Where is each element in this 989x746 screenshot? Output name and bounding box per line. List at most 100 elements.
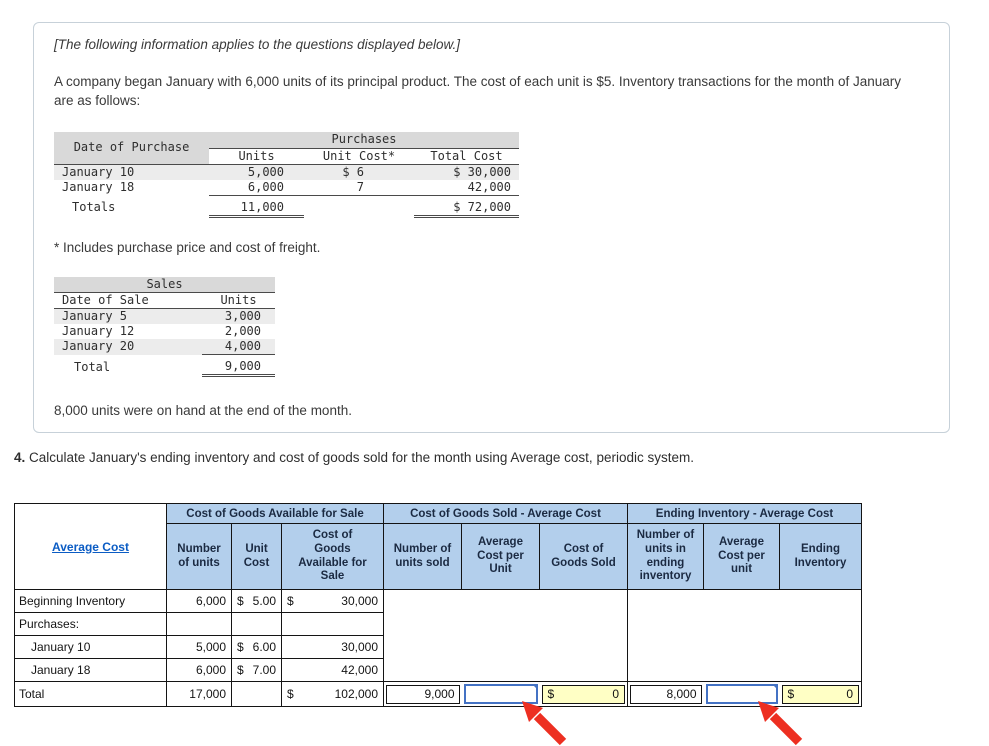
group-header-ending-inventory: Ending Inventory - Average Cost bbox=[627, 503, 862, 524]
sale-units: 3,000 bbox=[202, 308, 275, 324]
ending-inventory-cell: $0 bbox=[779, 681, 862, 707]
total-cogas: $102,000 bbox=[281, 681, 384, 707]
sales-row-jan5: January 5 3,000 bbox=[54, 308, 275, 324]
empty-cell bbox=[304, 195, 414, 216]
worksheet-table: Average Cost Cost of Goods Available for… bbox=[14, 503, 862, 707]
row-label: January 10 bbox=[14, 635, 167, 659]
beginning-unit-cost: $5.00 bbox=[231, 589, 282, 613]
purchases-totals-row: Totals 11,000 $ 72,000 bbox=[54, 195, 519, 218]
purchases-subheader-row: Units Unit Cost* Total Cost bbox=[54, 148, 519, 165]
jan10-units: 5,000 bbox=[166, 635, 232, 659]
purchase-unit-cost: 7 bbox=[304, 179, 414, 196]
empty-cell bbox=[281, 612, 384, 636]
purchase-units: 5,000 bbox=[209, 164, 304, 180]
worksheet-group-header-row: Average Cost Cost of Goods Available for… bbox=[14, 503, 862, 590]
avg-cost-per-unit-sold-cell bbox=[461, 681, 540, 707]
ending-inventory-value: $0 bbox=[781, 684, 859, 704]
sale-units: 2,000 bbox=[224, 324, 261, 338]
sales-title: Sales bbox=[54, 276, 275, 293]
purchases-col-unit-cost: Unit Cost* bbox=[304, 148, 414, 165]
row-label: Total bbox=[14, 681, 167, 707]
sales-col-units: Units bbox=[202, 292, 275, 309]
sales-total-label: Total bbox=[74, 359, 111, 374]
purchases-title: Purchases bbox=[209, 132, 519, 149]
purchase-date: January 10 bbox=[54, 164, 209, 180]
worksheet-column-header-row: Number of units Unit Cost Cost of Goods … bbox=[15, 523, 862, 590]
purchases-row-jan10: January 10 5,000 $ 6 $ 30,000 bbox=[54, 164, 519, 180]
ending-inventory-empty-area bbox=[627, 589, 862, 682]
input-corner-marker-icon bbox=[771, 684, 778, 690]
purchases-header-row: Date of Purchase Purchases bbox=[54, 132, 519, 165]
units-sold-value: 9,000 bbox=[386, 684, 460, 704]
purchase-date: January 18 bbox=[62, 179, 135, 194]
sale-date: January 12 bbox=[62, 324, 135, 338]
sales-row-jan20: January 20 4,000 bbox=[54, 339, 275, 355]
purchase-total-cost: $ 30,000 bbox=[414, 164, 519, 180]
average-cost-link[interactable]: Average Cost bbox=[52, 539, 129, 554]
col-header-ending-inventory: Ending Inventory bbox=[779, 523, 862, 590]
units-ending-value: 8,000 bbox=[630, 684, 702, 704]
col-header-cogas: Cost of Goods Available for Sale bbox=[281, 523, 384, 590]
row-total: Total 17,000 $102,000 9,000 $0 8,000 $0 bbox=[14, 681, 862, 707]
purchases-totals-units: 11,000 bbox=[209, 195, 304, 218]
sales-subheader-row: Date of Sale Units bbox=[54, 292, 275, 309]
closing-statement: 8,000 units were on hand at the end of t… bbox=[54, 403, 352, 418]
row-january-18: January 18 6,000 $7.00 42,000 bbox=[14, 658, 862, 682]
red-arrow-icon bbox=[758, 701, 803, 746]
red-arrow-icon bbox=[522, 701, 567, 746]
col-header-units-in-ending-inventory: Number of units in ending inventory bbox=[627, 523, 704, 590]
col-header-average-cost-per-unit-sold: Average Cost per Unit bbox=[461, 523, 540, 590]
total-units-ending-cell: 8,000 bbox=[627, 681, 704, 707]
problem-paragraph: A company began January with 6,000 units… bbox=[54, 74, 901, 108]
purchase-units: 6,000 bbox=[209, 179, 304, 196]
sales-row-jan12: January 12 2,000 bbox=[54, 324, 275, 339]
col-header-number-of-units-sold: Number of units sold bbox=[383, 523, 462, 590]
jan18-units: 6,000 bbox=[166, 658, 232, 682]
avg-cost-per-unit-ending-input[interactable] bbox=[705, 684, 778, 704]
avg-cost-per-unit-ending-cell bbox=[703, 681, 780, 707]
purchases-date-header: Date of Purchase bbox=[54, 132, 209, 165]
sales-total-row: Total 9,000 bbox=[54, 354, 275, 377]
purchases-totals-label: Totals bbox=[72, 200, 116, 214]
sale-date: January 5 bbox=[54, 308, 202, 324]
row-january-10: January 10 5,000 $6.00 30,000 bbox=[14, 635, 862, 659]
question-text: 4. Calculate January's ending inventory … bbox=[14, 450, 694, 465]
group-header-cogas: Cost of Goods Available for Sale bbox=[166, 503, 384, 524]
empty-cell bbox=[231, 681, 282, 707]
sales-table: Sales Date of Sale Units January 5 3,000… bbox=[54, 276, 275, 377]
question-number: 4. bbox=[14, 450, 26, 465]
avg-cost-per-unit-sold-input[interactable] bbox=[463, 684, 538, 704]
group-header-cogs: Cost of Goods Sold - Average Cost bbox=[383, 503, 628, 524]
row-label: January 18 bbox=[14, 658, 167, 682]
input-corner-marker-icon bbox=[531, 684, 538, 690]
jan10-unit-cost: $6.00 bbox=[231, 635, 282, 659]
cost-of-goods-sold-value: $0 bbox=[541, 684, 625, 704]
purchases-col-total-cost: Total Cost bbox=[414, 148, 519, 165]
row-header-average-cost: Average Cost bbox=[14, 503, 167, 590]
row-label: Beginning Inventory bbox=[14, 589, 167, 613]
sales-date-header: Date of Sale bbox=[54, 292, 202, 309]
col-header-number-of-units: Number of units bbox=[166, 523, 232, 590]
empty-cell bbox=[166, 612, 232, 636]
sale-date: January 20 bbox=[54, 339, 202, 355]
cost-of-goods-sold-cell: $0 bbox=[539, 681, 628, 707]
purchase-unit-cost: $ 6 bbox=[304, 164, 414, 180]
total-units-sold-cell: 9,000 bbox=[383, 681, 462, 707]
sales-header-row: Sales bbox=[54, 276, 275, 293]
col-header-unit-cost: Unit Cost bbox=[231, 523, 282, 590]
jan18-unit-cost: $7.00 bbox=[231, 658, 282, 682]
freight-footnote: * Includes purchase price and cost of fr… bbox=[54, 239, 321, 255]
purchases-col-units: Units bbox=[209, 148, 304, 165]
intro-note: [The following information applies to th… bbox=[54, 37, 460, 52]
col-header-cost-of-goods-sold: Cost of Goods Sold bbox=[539, 523, 628, 590]
total-units: 17,000 bbox=[166, 681, 232, 707]
row-label: Purchases: bbox=[14, 612, 167, 636]
jan10-cogas: 30,000 bbox=[281, 635, 384, 659]
row-beginning-inventory: Beginning Inventory 6,000 $5.00 $30,000 bbox=[14, 589, 862, 682]
stimulus-box: [The following information applies to th… bbox=[33, 22, 950, 433]
beginning-units: 6,000 bbox=[166, 589, 232, 613]
cogs-empty-area bbox=[383, 589, 628, 682]
jan18-cogas: 42,000 bbox=[281, 658, 384, 682]
purchases-totals-cost: $ 72,000 bbox=[414, 195, 519, 218]
